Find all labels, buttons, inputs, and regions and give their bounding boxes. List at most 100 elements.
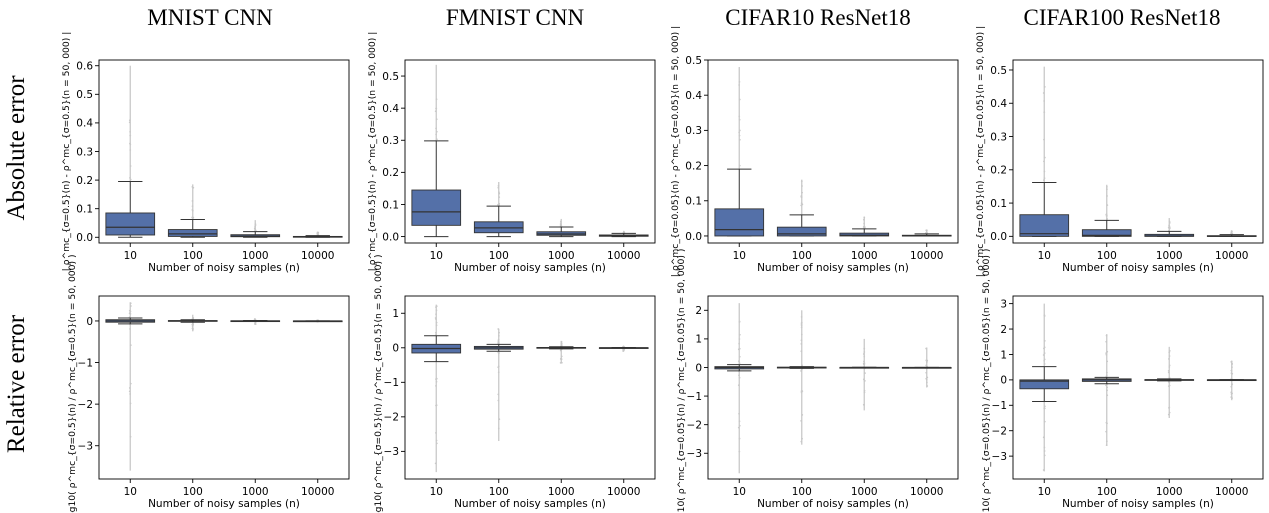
y-tick-label: 0 bbox=[86, 316, 93, 328]
outlier-point bbox=[191, 185, 194, 188]
x-tick-label: 10 bbox=[733, 486, 746, 498]
outlier-point bbox=[1043, 407, 1046, 410]
outlier-point bbox=[1043, 405, 1046, 408]
outlier-point bbox=[738, 129, 741, 132]
y-tick-label: −2 bbox=[687, 419, 702, 431]
outlier-point bbox=[435, 313, 437, 315]
box-100 bbox=[473, 221, 524, 234]
outlier-point bbox=[560, 342, 563, 345]
y-tick-label: 0.5 bbox=[76, 89, 93, 101]
outlier-point bbox=[1168, 224, 1171, 227]
outlier-point bbox=[435, 385, 437, 387]
x-tick-label: 100 bbox=[183, 250, 203, 262]
outlier-point bbox=[1105, 213, 1108, 216]
y-axis-label: log10( ρ^mc_{σ=0.5}(n) / ρ^mc_{σ=0.5}(n … bbox=[67, 254, 78, 513]
outlier-point bbox=[559, 349, 562, 352]
y-axis-label: log10( ρ^mc_{σ=0.05}(n) / ρ^mc_{σ=0.05}(… bbox=[981, 249, 992, 513]
outlier-point bbox=[498, 191, 500, 194]
outlier-point bbox=[800, 350, 803, 353]
y-tick-label: −1 bbox=[687, 391, 702, 403]
x-tick-label: 10000 bbox=[607, 250, 640, 262]
outlier-point bbox=[1168, 349, 1171, 352]
outlier-point bbox=[128, 387, 131, 389]
outlier-point bbox=[738, 424, 741, 427]
outlier-point bbox=[738, 98, 741, 101]
outlier-point bbox=[435, 431, 437, 434]
outlier-point bbox=[1105, 374, 1108, 377]
outlier-point bbox=[560, 358, 563, 361]
outlier-point bbox=[801, 191, 803, 194]
outlier-point bbox=[1167, 370, 1170, 372]
outlier-point bbox=[560, 344, 563, 347]
x-tick-label: 1000 bbox=[548, 250, 575, 262]
y-tick-label: 0.2 bbox=[382, 167, 399, 179]
y-axis-label: | ρ^mc_{σ=0.5}(n) - ρ^mc_{σ=0.5}(n = 50,… bbox=[61, 32, 72, 272]
outlier-point bbox=[1106, 350, 1109, 353]
outlier-point bbox=[129, 302, 132, 305]
outlier-point bbox=[497, 365, 500, 368]
x-tick-label: 1000 bbox=[242, 250, 269, 262]
outlier-point bbox=[738, 362, 741, 365]
outlier-point bbox=[435, 107, 438, 110]
outlier-point bbox=[129, 402, 132, 405]
outlier-point bbox=[800, 195, 803, 197]
x-axis-label: Number of noisy samples (n) bbox=[454, 262, 606, 274]
outlier-point bbox=[435, 138, 438, 141]
outlier-point bbox=[497, 334, 500, 337]
outlier-point bbox=[191, 325, 194, 328]
outlier-point bbox=[435, 305, 438, 308]
outlier-point bbox=[1106, 389, 1108, 392]
outlier-point bbox=[738, 164, 741, 167]
outlier-point bbox=[1230, 372, 1233, 375]
outlier-point bbox=[863, 355, 866, 358]
y-tick-label: −3 bbox=[687, 448, 702, 460]
outlier-point bbox=[254, 224, 257, 227]
outlier-point bbox=[1230, 230, 1233, 233]
outlier-point bbox=[863, 222, 866, 225]
outlier-point bbox=[1105, 352, 1108, 355]
outlier-point bbox=[738, 347, 741, 350]
outlier-point bbox=[863, 360, 865, 363]
outlier-point bbox=[738, 450, 741, 453]
outlier-point bbox=[559, 220, 562, 223]
outlier-point bbox=[1168, 220, 1171, 223]
outlier-point bbox=[738, 321, 741, 323]
outlier-point bbox=[738, 437, 741, 440]
outlier-point bbox=[1043, 359, 1046, 362]
outlier-point bbox=[1043, 138, 1045, 141]
outlier-point bbox=[1105, 444, 1108, 447]
y-tick-label: 0.5 bbox=[990, 65, 1007, 77]
y-tick-label: 0.2 bbox=[685, 160, 702, 172]
outlier-point bbox=[800, 391, 803, 394]
outlier-point bbox=[800, 321, 803, 324]
box-100 bbox=[776, 226, 827, 237]
x-axis-label: Number of noisy samples (n) bbox=[148, 498, 300, 510]
outlier-point bbox=[1167, 413, 1170, 416]
outlier-point bbox=[862, 378, 865, 381]
outlier-point bbox=[800, 369, 803, 372]
outlier-point bbox=[1168, 411, 1171, 414]
y-axis-label: log10( ρ^mc_{σ=0.05}(n) / ρ^mc_{σ=0.05}(… bbox=[676, 249, 687, 513]
y-tick-label: −1 bbox=[384, 377, 399, 389]
outlier-point bbox=[738, 80, 741, 83]
outlier-point bbox=[738, 131, 741, 134]
y-tick-label: −1 bbox=[992, 400, 1007, 412]
x-tick-label: 10 bbox=[430, 250, 443, 262]
outlier-point bbox=[863, 372, 866, 375]
outlier-point bbox=[434, 110, 437, 113]
outlier-point bbox=[862, 353, 865, 355]
y-tick-label: 0.3 bbox=[382, 135, 399, 147]
outlier-point bbox=[498, 192, 501, 195]
plot-frame bbox=[404, 295, 656, 480]
outlier-point bbox=[1043, 160, 1045, 163]
y-axis-label: log10( ρ^mc_{σ=0.5}(n) / ρ^mc_{σ=0.5}(n … bbox=[373, 254, 384, 513]
y-tick-label: −3 bbox=[384, 446, 399, 458]
outlier-point bbox=[498, 196, 501, 199]
y-tick-label: 0.2 bbox=[990, 165, 1007, 177]
x-tick-label: 10000 bbox=[1215, 486, 1248, 498]
x-tick-label: 10000 bbox=[607, 486, 640, 498]
outlier-point bbox=[128, 390, 131, 393]
outlier-point bbox=[560, 355, 563, 358]
